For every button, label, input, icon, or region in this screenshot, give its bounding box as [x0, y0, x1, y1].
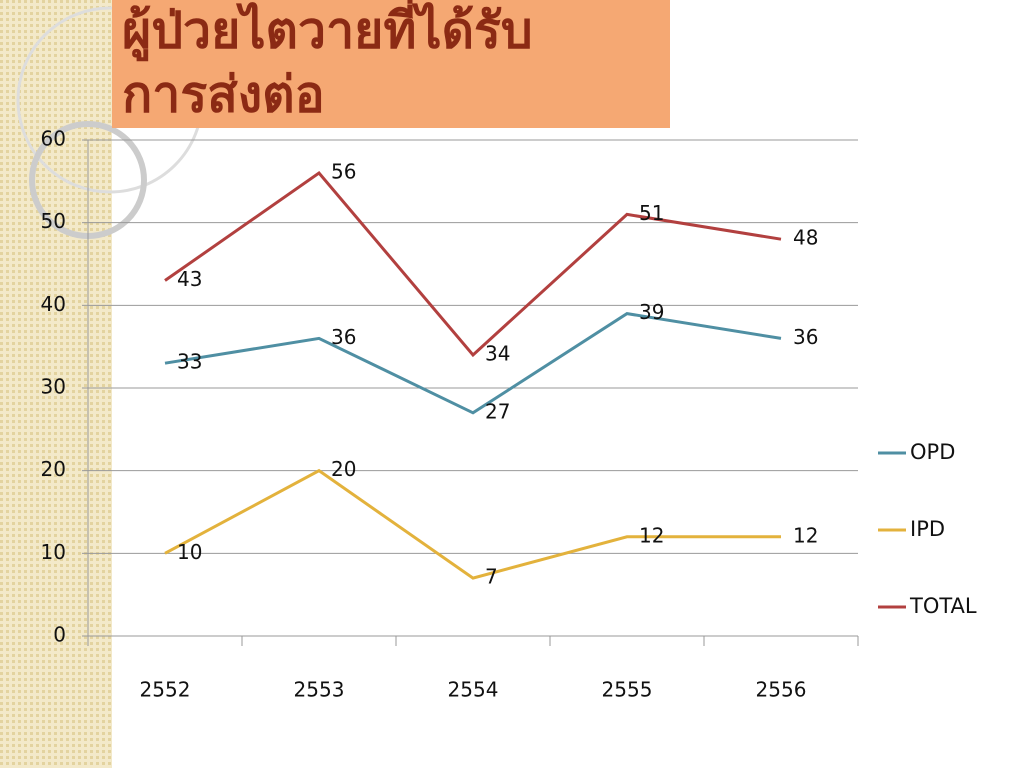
- y-tick-label: 20: [41, 457, 66, 481]
- data-label: 51: [639, 201, 664, 225]
- data-label: 34: [485, 341, 510, 365]
- data-label: 43: [177, 267, 202, 291]
- y-tick-label: 10: [41, 540, 66, 564]
- legend-label: OPD: [910, 440, 955, 464]
- data-label: 36: [331, 325, 356, 349]
- data-label: 7: [485, 565, 498, 589]
- data-label: 10: [177, 540, 202, 564]
- data-label: 36: [793, 325, 818, 349]
- series-line: [164, 312, 782, 415]
- y-tick-label: 50: [41, 209, 66, 233]
- data-label: 39: [639, 300, 664, 324]
- x-tick-label: 2556: [756, 678, 807, 702]
- legend-label: IPD: [910, 517, 945, 541]
- data-label: 20: [331, 457, 356, 481]
- data-label: 27: [485, 399, 510, 423]
- data-label: 33: [177, 350, 202, 374]
- side-strip: [0, 0, 112, 768]
- y-tick-label: 40: [41, 292, 66, 316]
- legend-label: TOTAL: [909, 594, 977, 618]
- series-line: [164, 171, 782, 358]
- x-tick-label: 2554: [448, 678, 499, 702]
- series-line: [164, 468, 781, 580]
- chart-title: ผู้ป่วยไตวายที่ได้รับ: [122, 0, 533, 62]
- data-label: 12: [639, 523, 664, 547]
- y-tick-label: 0: [53, 623, 66, 647]
- y-tick-label: 60: [41, 127, 66, 151]
- data-label: 12: [793, 523, 818, 547]
- x-tick-label: 2555: [602, 678, 653, 702]
- title-box: [112, 0, 670, 128]
- y-tick-label: 30: [41, 375, 66, 399]
- x-tick-label: 2553: [294, 678, 345, 702]
- x-tick-label: 2552: [140, 678, 191, 702]
- chart-title: การส่งต่อ: [122, 66, 325, 124]
- data-label: 48: [793, 226, 818, 250]
- data-label: 56: [331, 160, 356, 184]
